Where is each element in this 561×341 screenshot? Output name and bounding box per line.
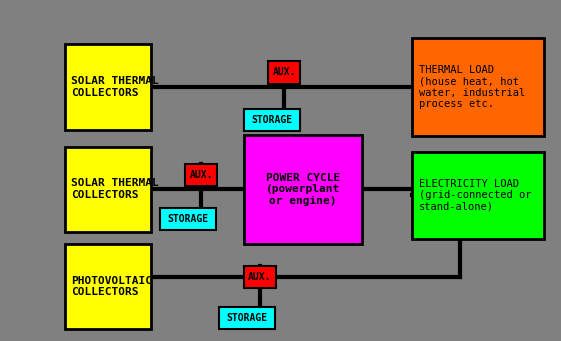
Text: STORAGE: STORAGE bbox=[226, 313, 268, 323]
Text: THERMAL LOAD
(house heat, hot
water, industrial
process etc.: THERMAL LOAD (house heat, hot water, ind… bbox=[419, 64, 525, 109]
Text: PHOTOVOLTAIC
COLLECTORS: PHOTOVOLTAIC COLLECTORS bbox=[71, 276, 152, 297]
FancyBboxPatch shape bbox=[244, 266, 276, 288]
Text: SOLAR THERMAL
COLLECTORS: SOLAR THERMAL COLLECTORS bbox=[71, 178, 159, 200]
FancyBboxPatch shape bbox=[244, 109, 300, 131]
FancyBboxPatch shape bbox=[65, 244, 151, 329]
Text: AUX.: AUX. bbox=[273, 68, 296, 77]
FancyBboxPatch shape bbox=[219, 307, 275, 329]
FancyBboxPatch shape bbox=[65, 147, 151, 232]
Text: STORAGE: STORAGE bbox=[251, 115, 293, 125]
Text: STORAGE: STORAGE bbox=[167, 214, 209, 224]
Text: AUX.: AUX. bbox=[190, 170, 213, 180]
FancyBboxPatch shape bbox=[412, 152, 544, 239]
FancyBboxPatch shape bbox=[185, 164, 217, 186]
FancyBboxPatch shape bbox=[160, 208, 216, 230]
FancyBboxPatch shape bbox=[268, 61, 300, 84]
Text: SOLAR THERMAL
COLLECTORS: SOLAR THERMAL COLLECTORS bbox=[71, 76, 159, 98]
Text: AUX.: AUX. bbox=[249, 272, 272, 282]
FancyBboxPatch shape bbox=[412, 38, 544, 136]
FancyBboxPatch shape bbox=[65, 44, 151, 130]
FancyBboxPatch shape bbox=[244, 135, 362, 244]
Text: POWER CYCLE
(powerplant
or engine): POWER CYCLE (powerplant or engine) bbox=[266, 173, 340, 206]
Text: ELECTRICITY LOAD
(grid-connected or
stand-alone): ELECTRICITY LOAD (grid-connected or stan… bbox=[419, 179, 532, 212]
